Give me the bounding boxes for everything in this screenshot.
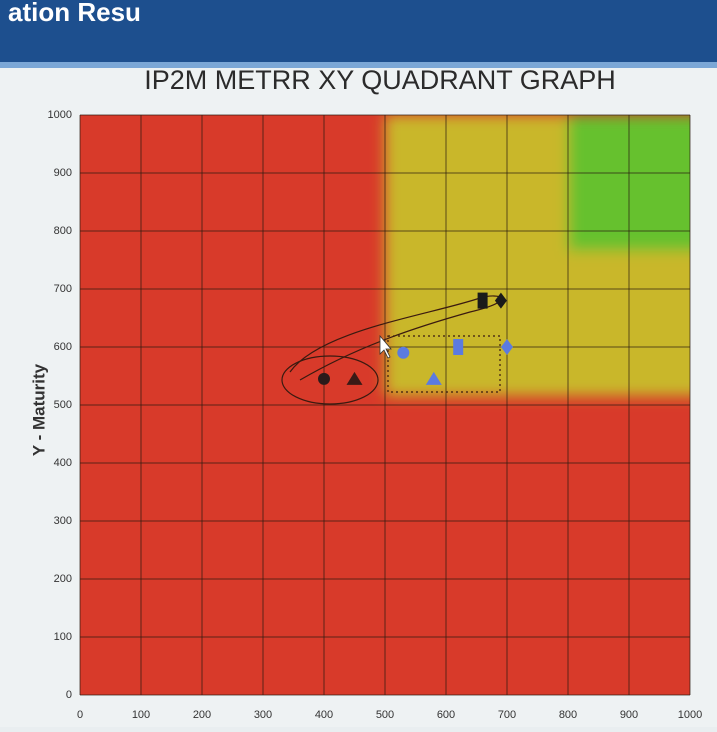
point [478,293,488,309]
x-tick-label: 1000 [678,709,702,721]
x-tick-label: 600 [437,709,455,721]
chart: ation Resu IP2M METRR XY QUADRANT GRAPH … [0,0,717,727]
y-tick-label: 400 [54,457,72,469]
y-tick-label: 800 [54,225,72,237]
x-tick-label: 800 [559,709,577,721]
x-tick-label: 300 [254,709,272,721]
x-tick-label: 0 [77,709,83,721]
y-tick-label: 500 [54,399,72,411]
y-tick-label: 0 [66,689,72,701]
banner-text: ation Resu [8,0,141,27]
y-tick-label: 700 [54,283,72,295]
chart-title: IP2M METRR XY QUADRANT GRAPH [144,65,616,95]
x-tick-label: 500 [376,709,394,721]
y-tick-label: 100 [54,631,72,643]
y-tick-label: 1000 [48,109,72,121]
x-tick-label: 200 [193,709,211,721]
y-tick-label: 900 [54,167,72,179]
point [453,339,463,355]
y-axis-label: Y - Maturity [29,363,48,456]
soft-regions [385,115,710,396]
point [397,347,409,359]
x-tick-label: 400 [315,709,333,721]
y-tick-label: 300 [54,515,72,527]
x-tick-label: 100 [132,709,150,721]
x-tick-label: 700 [498,709,516,721]
x-tick-label: 900 [620,709,638,721]
y-tick-label: 600 [54,341,72,353]
point [318,373,330,385]
y-tick-label: 200 [54,573,72,585]
